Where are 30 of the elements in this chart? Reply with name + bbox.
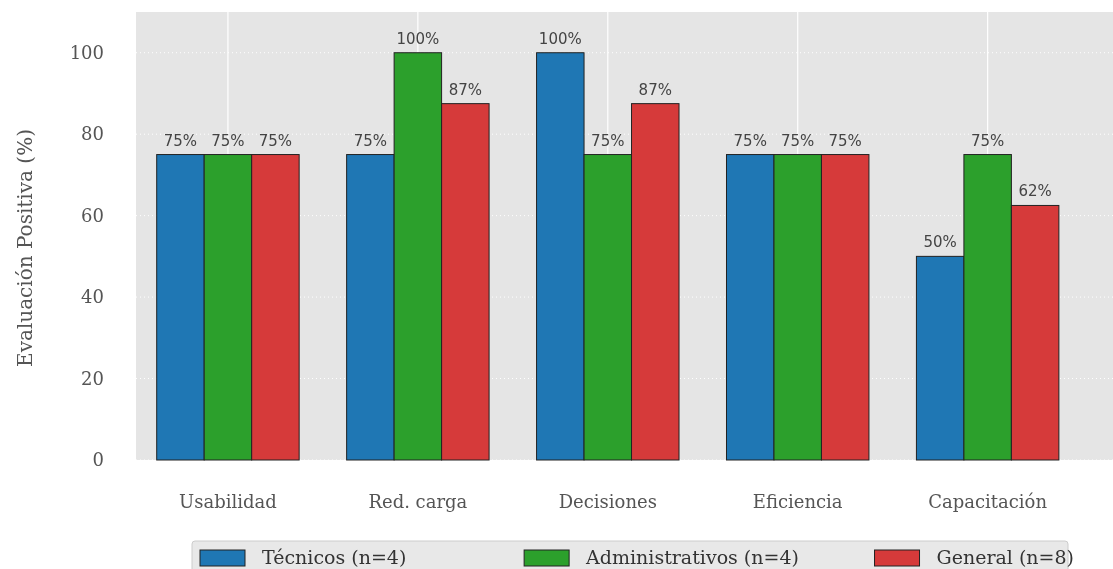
legend-label: General (n=8) bbox=[936, 546, 1075, 568]
x-tick-label: Decisiones bbox=[558, 491, 657, 512]
y-tick-label: 0 bbox=[92, 449, 104, 471]
data-label: 100% bbox=[396, 29, 440, 48]
y-tick-label: 100 bbox=[69, 42, 104, 64]
y-tick-label: 20 bbox=[81, 367, 104, 389]
data-label: 75% bbox=[258, 131, 293, 150]
y-tick-label: 80 bbox=[81, 123, 104, 145]
x-tick-label: Eficiencia bbox=[752, 491, 843, 512]
data-label: 75% bbox=[970, 131, 1005, 150]
y-tick-label: 40 bbox=[81, 286, 104, 308]
data-label: 75% bbox=[163, 131, 198, 150]
legend-label: Técnicos (n=4) bbox=[262, 546, 407, 568]
data-label: 100% bbox=[538, 29, 582, 48]
data-label: 50% bbox=[923, 233, 957, 252]
data-label: 75% bbox=[733, 131, 767, 150]
x-tick-label: Capacitación bbox=[928, 491, 1048, 512]
x-tick-label: Usabilidad bbox=[179, 491, 277, 512]
data-label: 87% bbox=[448, 80, 483, 99]
data-label: 75% bbox=[591, 131, 625, 150]
legend-label: Administrativos (n=4) bbox=[585, 546, 799, 568]
y-tick-label: 60 bbox=[81, 204, 104, 226]
data-label: 75% bbox=[781, 131, 815, 150]
data-label: 75% bbox=[828, 131, 862, 150]
data-label: 87% bbox=[638, 80, 672, 99]
data-label: 62% bbox=[1018, 182, 1052, 201]
data-label: 75% bbox=[353, 131, 388, 150]
y-axis-title: Evaluación Positiva (%) bbox=[13, 129, 37, 367]
x-tick-label: Red. carga bbox=[368, 491, 468, 512]
data-label: 75% bbox=[211, 131, 245, 150]
